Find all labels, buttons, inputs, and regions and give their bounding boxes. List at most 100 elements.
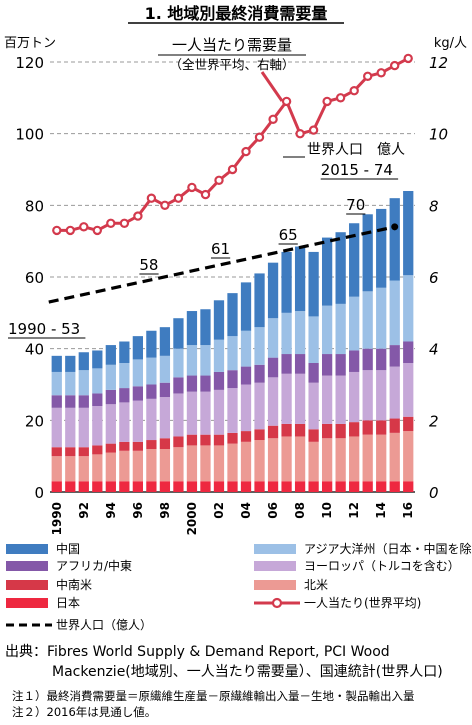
bar-segment <box>119 441 130 451</box>
bar-segment <box>119 388 130 403</box>
bar-segment <box>267 438 279 482</box>
bar-segment <box>389 481 400 492</box>
y-left-tick-label: 0 <box>34 484 44 502</box>
per-capita-leader <box>260 71 284 102</box>
bar-segment <box>403 416 414 432</box>
bar-segment <box>335 303 346 355</box>
y-right-tick-label: 2 <box>429 412 439 430</box>
bar-segment <box>92 406 103 446</box>
y-left-tick-label: 20 <box>25 412 44 430</box>
bar-segment <box>65 395 76 408</box>
bar-segment <box>321 354 333 376</box>
per-capita-point <box>65 225 76 236</box>
bar-segment <box>173 436 184 448</box>
bar-segment <box>132 336 143 360</box>
bar-segment <box>92 393 103 406</box>
bar-segment <box>308 441 319 482</box>
bar-segment <box>267 425 279 439</box>
bar-segment <box>213 434 225 446</box>
per-capita-point <box>160 200 170 210</box>
bar-segment <box>65 447 76 457</box>
bar-segment <box>308 382 319 430</box>
legend-label: 世界人口（億人） <box>56 618 152 632</box>
bar-segment <box>281 423 292 437</box>
bar-segment <box>119 341 130 363</box>
bar-segment <box>119 450 130 482</box>
bar-segment <box>173 447 184 482</box>
bar-segment <box>51 355 62 372</box>
bar-segment <box>335 375 346 424</box>
legend-label: アフリカ/中東 <box>56 558 132 573</box>
bar-segment <box>376 348 387 371</box>
per-capita-point <box>146 193 157 203</box>
bar-segment <box>92 481 103 492</box>
bar-segment <box>403 363 414 417</box>
bar-segment <box>389 198 400 281</box>
x-tick-label: 96 <box>131 502 145 519</box>
bar-segment <box>227 293 238 337</box>
per-capita-series <box>52 53 413 236</box>
y-left-tick-label: 120 <box>15 54 44 72</box>
per-capita-point <box>376 68 386 78</box>
bar-segment <box>281 481 292 492</box>
bar-segment <box>200 309 211 346</box>
per-capita-point <box>92 225 103 236</box>
bar-segment <box>281 354 292 374</box>
bar-segment <box>186 311 198 346</box>
bar-segment <box>362 370 373 421</box>
note-1: 注１）最終消費需要量＝原繊維生産量－原繊維輸出入量－生地・製品輸出入量 <box>12 689 415 703</box>
bar-segment <box>349 436 360 482</box>
bar-segment <box>403 275 414 342</box>
legend-label: 中国 <box>56 541 80 556</box>
bar-segment <box>294 481 306 492</box>
bar-segment <box>321 438 333 482</box>
population-label: 65 <box>279 226 298 244</box>
bar-segment <box>227 432 238 444</box>
population-annotation: 世界人口 億人 <box>307 142 405 158</box>
per-capita-point <box>254 132 265 142</box>
bar-segment <box>51 447 62 457</box>
x-tick-label: 02 <box>212 502 226 519</box>
bar-segment <box>227 370 238 389</box>
y-right-tick-label: 4 <box>429 341 439 359</box>
bar-segment <box>186 345 198 376</box>
bar-segment <box>159 382 171 398</box>
y-right-tick-label: 8 <box>429 197 439 215</box>
bar-segment <box>294 354 306 374</box>
legend-label: 日本 <box>56 596 80 610</box>
per-capita-point <box>268 114 278 125</box>
bar-segment <box>335 423 346 439</box>
y-right-tick-label: 10 <box>429 126 448 144</box>
bar-segment <box>92 454 103 482</box>
bar-segment <box>254 273 265 328</box>
bar-segment <box>78 447 89 457</box>
bar-segment <box>389 418 400 433</box>
bar-segment <box>308 363 319 383</box>
bar-segment <box>200 345 211 376</box>
bar-segment <box>132 359 143 387</box>
bar-segment <box>92 445 103 455</box>
bar-segment <box>146 398 157 441</box>
bar-segment <box>376 370 387 421</box>
bar-segment <box>308 429 319 442</box>
bar-segment <box>349 422 360 437</box>
x-tick-label: 1990 <box>50 502 64 535</box>
y-left-tick-label: 60 <box>25 269 44 287</box>
x-tick-label: 2000 <box>185 502 199 535</box>
note-2: 注２）2016年は見通し値。 <box>12 705 157 719</box>
bar-segment <box>213 339 225 372</box>
y-left-unit-label: 百万トン <box>4 36 56 51</box>
bar-segment <box>146 357 157 385</box>
bar-segment <box>240 330 252 367</box>
legend-swatch <box>6 561 48 571</box>
bar-segment <box>267 377 279 426</box>
bar-segment <box>51 456 62 482</box>
per-capita-point <box>52 225 62 236</box>
per-capita-point <box>281 96 292 107</box>
per-capita-point <box>173 193 184 203</box>
x-tick-label: 06 <box>266 502 280 519</box>
bar-segment <box>186 445 198 482</box>
bar-segment <box>335 232 346 304</box>
per-capita-point <box>349 85 359 96</box>
